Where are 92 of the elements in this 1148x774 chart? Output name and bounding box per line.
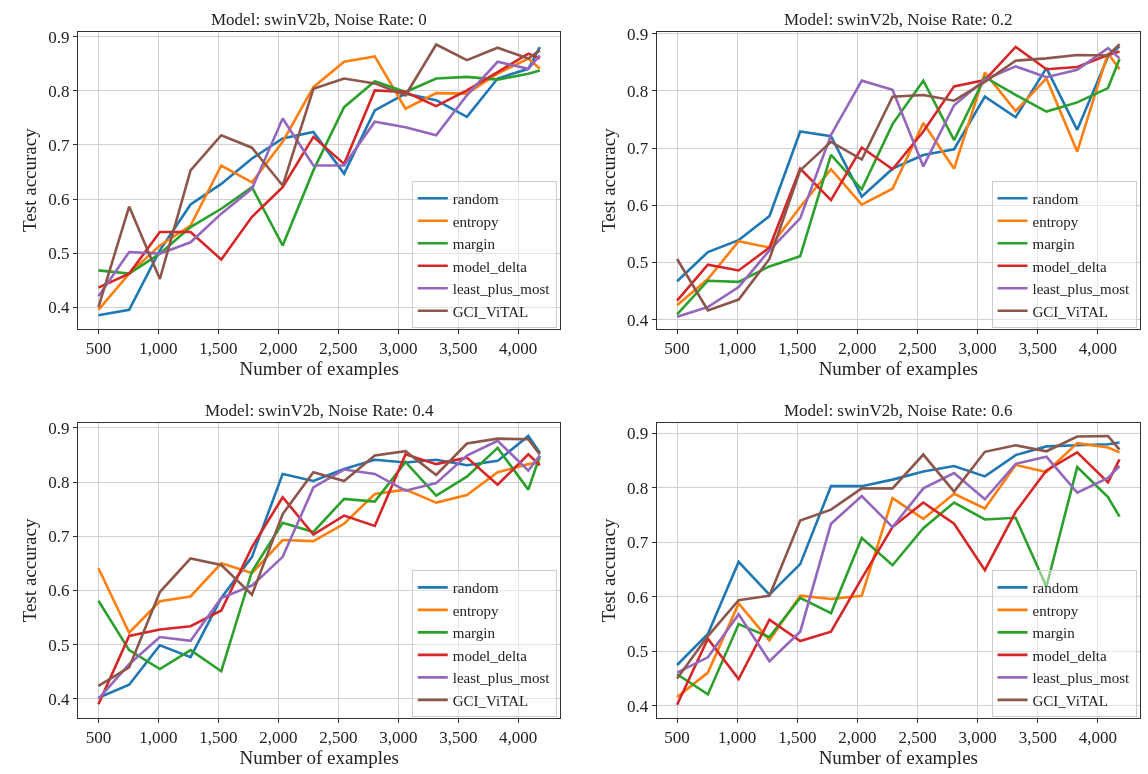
- x-tick-label: 2,000: [838, 728, 877, 748]
- x-axis-title: Number of examples: [818, 358, 978, 380]
- y-tick-label: 0.6: [48, 581, 70, 601]
- y-tick-label: 0.7: [48, 527, 71, 547]
- x-tick-label: 3,000: [958, 728, 997, 748]
- y-tick-label: 0.8: [48, 81, 70, 101]
- y-tick-label: 0.9: [626, 424, 649, 444]
- x-axis-title: Number of examples: [818, 747, 978, 769]
- legend-label: GCI_ViTAL: [452, 303, 529, 320]
- x-tick-label: 3,500: [1018, 339, 1057, 359]
- legend-label: margin: [452, 236, 496, 253]
- y-tick-label: 0.4: [626, 696, 649, 716]
- legend-label: random: [1032, 580, 1079, 597]
- y-tick-label: 0.6: [48, 189, 70, 209]
- y-tick-label: 0.5: [626, 642, 649, 662]
- y-axis-title: Test accuracy: [597, 518, 619, 623]
- x-tick-label: 500: [664, 339, 690, 359]
- x-tick-label: 4,000: [1078, 339, 1118, 359]
- y-tick-label: 0.8: [626, 81, 649, 101]
- legend-label: model_delta: [452, 258, 528, 275]
- x-tick-label: 2,000: [838, 339, 877, 359]
- y-tick-label: 0.5: [626, 253, 649, 273]
- x-tick-label: 1,000: [139, 728, 178, 748]
- x-tick-label: 2,500: [319, 339, 358, 359]
- y-axis-title: Test accuracy: [19, 127, 41, 232]
- x-tick-label: 1,000: [718, 339, 757, 359]
- x-tick-label: 3,000: [379, 728, 418, 748]
- x-tick-label: 3,500: [1018, 728, 1057, 748]
- x-tick-label: 3,500: [439, 728, 478, 748]
- y-axis-title: Test accuracy: [19, 518, 41, 623]
- x-tick-label: 1,000: [718, 728, 757, 748]
- chart-title: Model: swinV2b, Noise Rate: 0.4: [205, 401, 435, 420]
- legend-label: entropy: [452, 213, 500, 230]
- y-tick-label: 0.6: [626, 587, 649, 607]
- x-tick-label: 2,000: [259, 339, 298, 359]
- y-tick-label: 0.4: [48, 689, 71, 709]
- legend-label: random: [1032, 191, 1079, 208]
- x-tick-label: 3,000: [958, 339, 997, 359]
- x-tick-label: 1,500: [199, 728, 238, 748]
- chart-title: Model: swinV2b, Noise Rate: 0: [211, 10, 427, 29]
- x-tick-label: 2,500: [898, 339, 937, 359]
- x-axis-title: Number of examples: [239, 747, 399, 769]
- legend-label: margin: [1032, 236, 1076, 253]
- x-tick-label: 1,500: [778, 339, 817, 359]
- y-tick-label: 0.9: [626, 24, 649, 44]
- y-tick-label: 0.5: [48, 635, 70, 655]
- y-tick-label: 0.7: [626, 139, 649, 159]
- x-tick-label: 1,000: [139, 339, 178, 359]
- y-tick-label: 0.4: [626, 310, 649, 330]
- y-tick-label: 0.7: [48, 135, 71, 155]
- y-tick-label: 0.6: [626, 196, 649, 216]
- legend-label: entropy: [1032, 602, 1079, 619]
- y-tick-label: 0.9: [48, 27, 70, 47]
- x-axis-title: Number of examples: [239, 358, 399, 380]
- x-tick-label: 4,000: [499, 339, 538, 359]
- y-tick-label: 0.8: [48, 472, 70, 492]
- x-tick-label: 1,500: [199, 339, 238, 359]
- legend-label: GCI_ViTAL: [452, 692, 529, 709]
- x-tick-label: 2,500: [898, 728, 937, 748]
- x-tick-label: 1,500: [778, 728, 817, 748]
- x-tick-label: 2,500: [319, 728, 358, 748]
- legend-label: least_plus_most: [1032, 281, 1131, 298]
- x-tick-label: 4,000: [499, 728, 538, 748]
- y-tick-label: 0.7: [626, 533, 649, 553]
- x-tick-label: 500: [85, 339, 112, 359]
- x-tick-label: 500: [664, 728, 690, 748]
- legend-label: margin: [1032, 625, 1076, 642]
- legend-label: model_delta: [452, 647, 528, 664]
- legend-label: random: [452, 580, 499, 597]
- x-tick-label: 3,500: [439, 339, 478, 359]
- y-axis-title: Test accuracy: [597, 127, 619, 232]
- x-tick-label: 2,000: [259, 728, 298, 748]
- legend-label: model_delta: [1032, 647, 1108, 664]
- chart-title: Model: swinV2b, Noise Rate: 0.2: [784, 10, 1013, 29]
- legend-label: margin: [452, 625, 496, 642]
- x-tick-label: 500: [85, 728, 112, 748]
- y-tick-label: 0.8: [626, 478, 649, 498]
- legend-label: least_plus_most: [1032, 670, 1131, 687]
- legend-label: entropy: [1032, 213, 1079, 230]
- legend-label: least_plus_most: [452, 281, 551, 298]
- chart-title: Model: swinV2b, Noise Rate: 0.6: [784, 401, 1013, 420]
- legend-label: least_plus_most: [452, 670, 551, 687]
- x-tick-label: 4,000: [1078, 728, 1118, 748]
- y-tick-label: 0.5: [48, 244, 70, 264]
- y-tick-label: 0.4: [48, 298, 71, 318]
- legend-label: GCI_ViTAL: [1032, 692, 1108, 709]
- legend-label: entropy: [452, 602, 500, 619]
- legend-label: model_delta: [1032, 258, 1108, 275]
- y-tick-label: 0.9: [48, 418, 70, 438]
- legend-label: random: [452, 191, 499, 208]
- legend-label: GCI_ViTAL: [1032, 303, 1108, 320]
- x-tick-label: 3,000: [379, 339, 418, 359]
